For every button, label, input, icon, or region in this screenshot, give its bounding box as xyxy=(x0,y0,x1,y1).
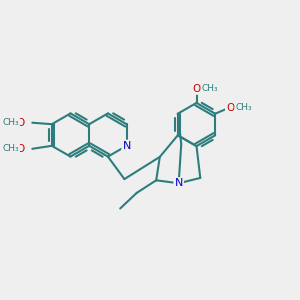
Text: CH₃: CH₃ xyxy=(2,118,19,127)
Text: CH₃: CH₃ xyxy=(2,144,19,153)
Text: N: N xyxy=(175,178,183,188)
Text: O: O xyxy=(226,103,234,113)
Text: CH₃: CH₃ xyxy=(202,84,218,93)
Text: CH₃: CH₃ xyxy=(236,103,252,112)
Text: O: O xyxy=(17,118,25,128)
Text: O: O xyxy=(17,144,25,154)
Text: O: O xyxy=(192,84,201,94)
Text: N: N xyxy=(122,141,131,151)
